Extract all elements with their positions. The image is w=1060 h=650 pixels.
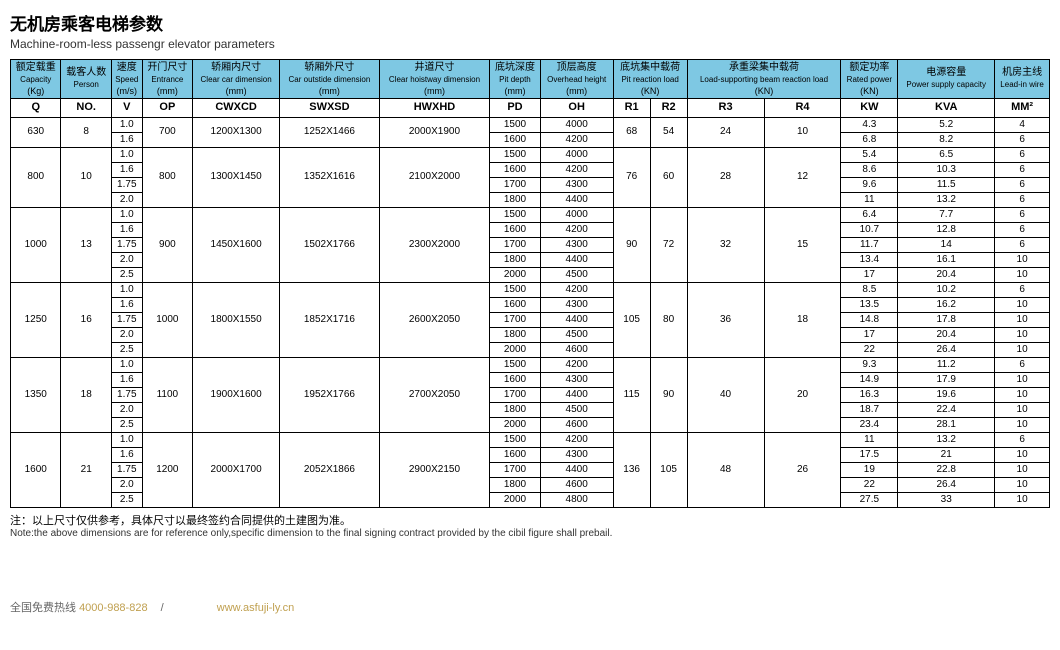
col-header: 开门尺寸Entrance(mm)	[142, 60, 192, 99]
col-header: 额定功率Rated power(KN)	[841, 60, 898, 99]
table-row: 63081.07001200X13001252X14662000X1900150…	[11, 117, 1050, 132]
col-header: 顶层高度Overhead height(mm)	[540, 60, 613, 99]
table-row: 1250161.010001800X15501852X17162600X2050…	[11, 282, 1050, 297]
footer-label: 全国免费热线	[10, 602, 79, 614]
table-row: 1000131.09001450X16001502X17662300X20001…	[11, 207, 1050, 222]
footer: 全国免费热线 4000-988-828 / www.asfuji-ly.cn	[10, 599, 1050, 615]
title-zh: 无机房乘客电梯参数	[10, 10, 1050, 35]
col-header: 电源容量Power supply capacity	[898, 60, 995, 99]
col-header: 轿厢内尺寸Clear car dimension(mm)	[193, 60, 280, 99]
col-header: 额定载重Capacity(Kg)	[11, 60, 61, 99]
col-header: 底坑深度Pit depth(mm)	[490, 60, 540, 99]
col-header: 载客人数Person	[61, 60, 111, 99]
title-en: Machine-room-less passengr elevator para…	[10, 37, 1050, 51]
col-header: 轿厢外尺寸Car outstide dimension(mm)	[280, 60, 380, 99]
note-en: Note:the above dimensions are for refere…	[10, 528, 1050, 539]
footer-url: www.asfuji-ly.cn	[217, 602, 294, 614]
spec-table: 额定载重Capacity(Kg)载客人数Person速度Speed(m/s)开门…	[10, 59, 1050, 508]
col-header: 井道尺寸Clear hoistway dimension(mm)	[379, 60, 490, 99]
col-header: 速度Speed(m/s)	[111, 60, 142, 99]
table-row: 800101.08001300X14501352X16162100X200015…	[11, 147, 1050, 162]
table-row: 1600211.012002000X17002052X18662900X2150…	[11, 432, 1050, 447]
col-header: 机房主线Lead-in wire	[995, 60, 1050, 99]
col-header: 承重梁集中载荷Load-supporting beam reaction loa…	[687, 60, 841, 99]
table-row: 1350181.011001900X16001952X17662700X2050…	[11, 357, 1050, 372]
footer-phone: 4000-988-828	[79, 602, 148, 614]
col-header: 底坑集中载荷Pit reaction load(KN)	[613, 60, 687, 99]
note-zh: 注：以上尺寸仅供参考，具体尺寸以最终签约合同提供的土建图为准。	[10, 512, 1050, 528]
footer-divider: /	[161, 602, 164, 614]
